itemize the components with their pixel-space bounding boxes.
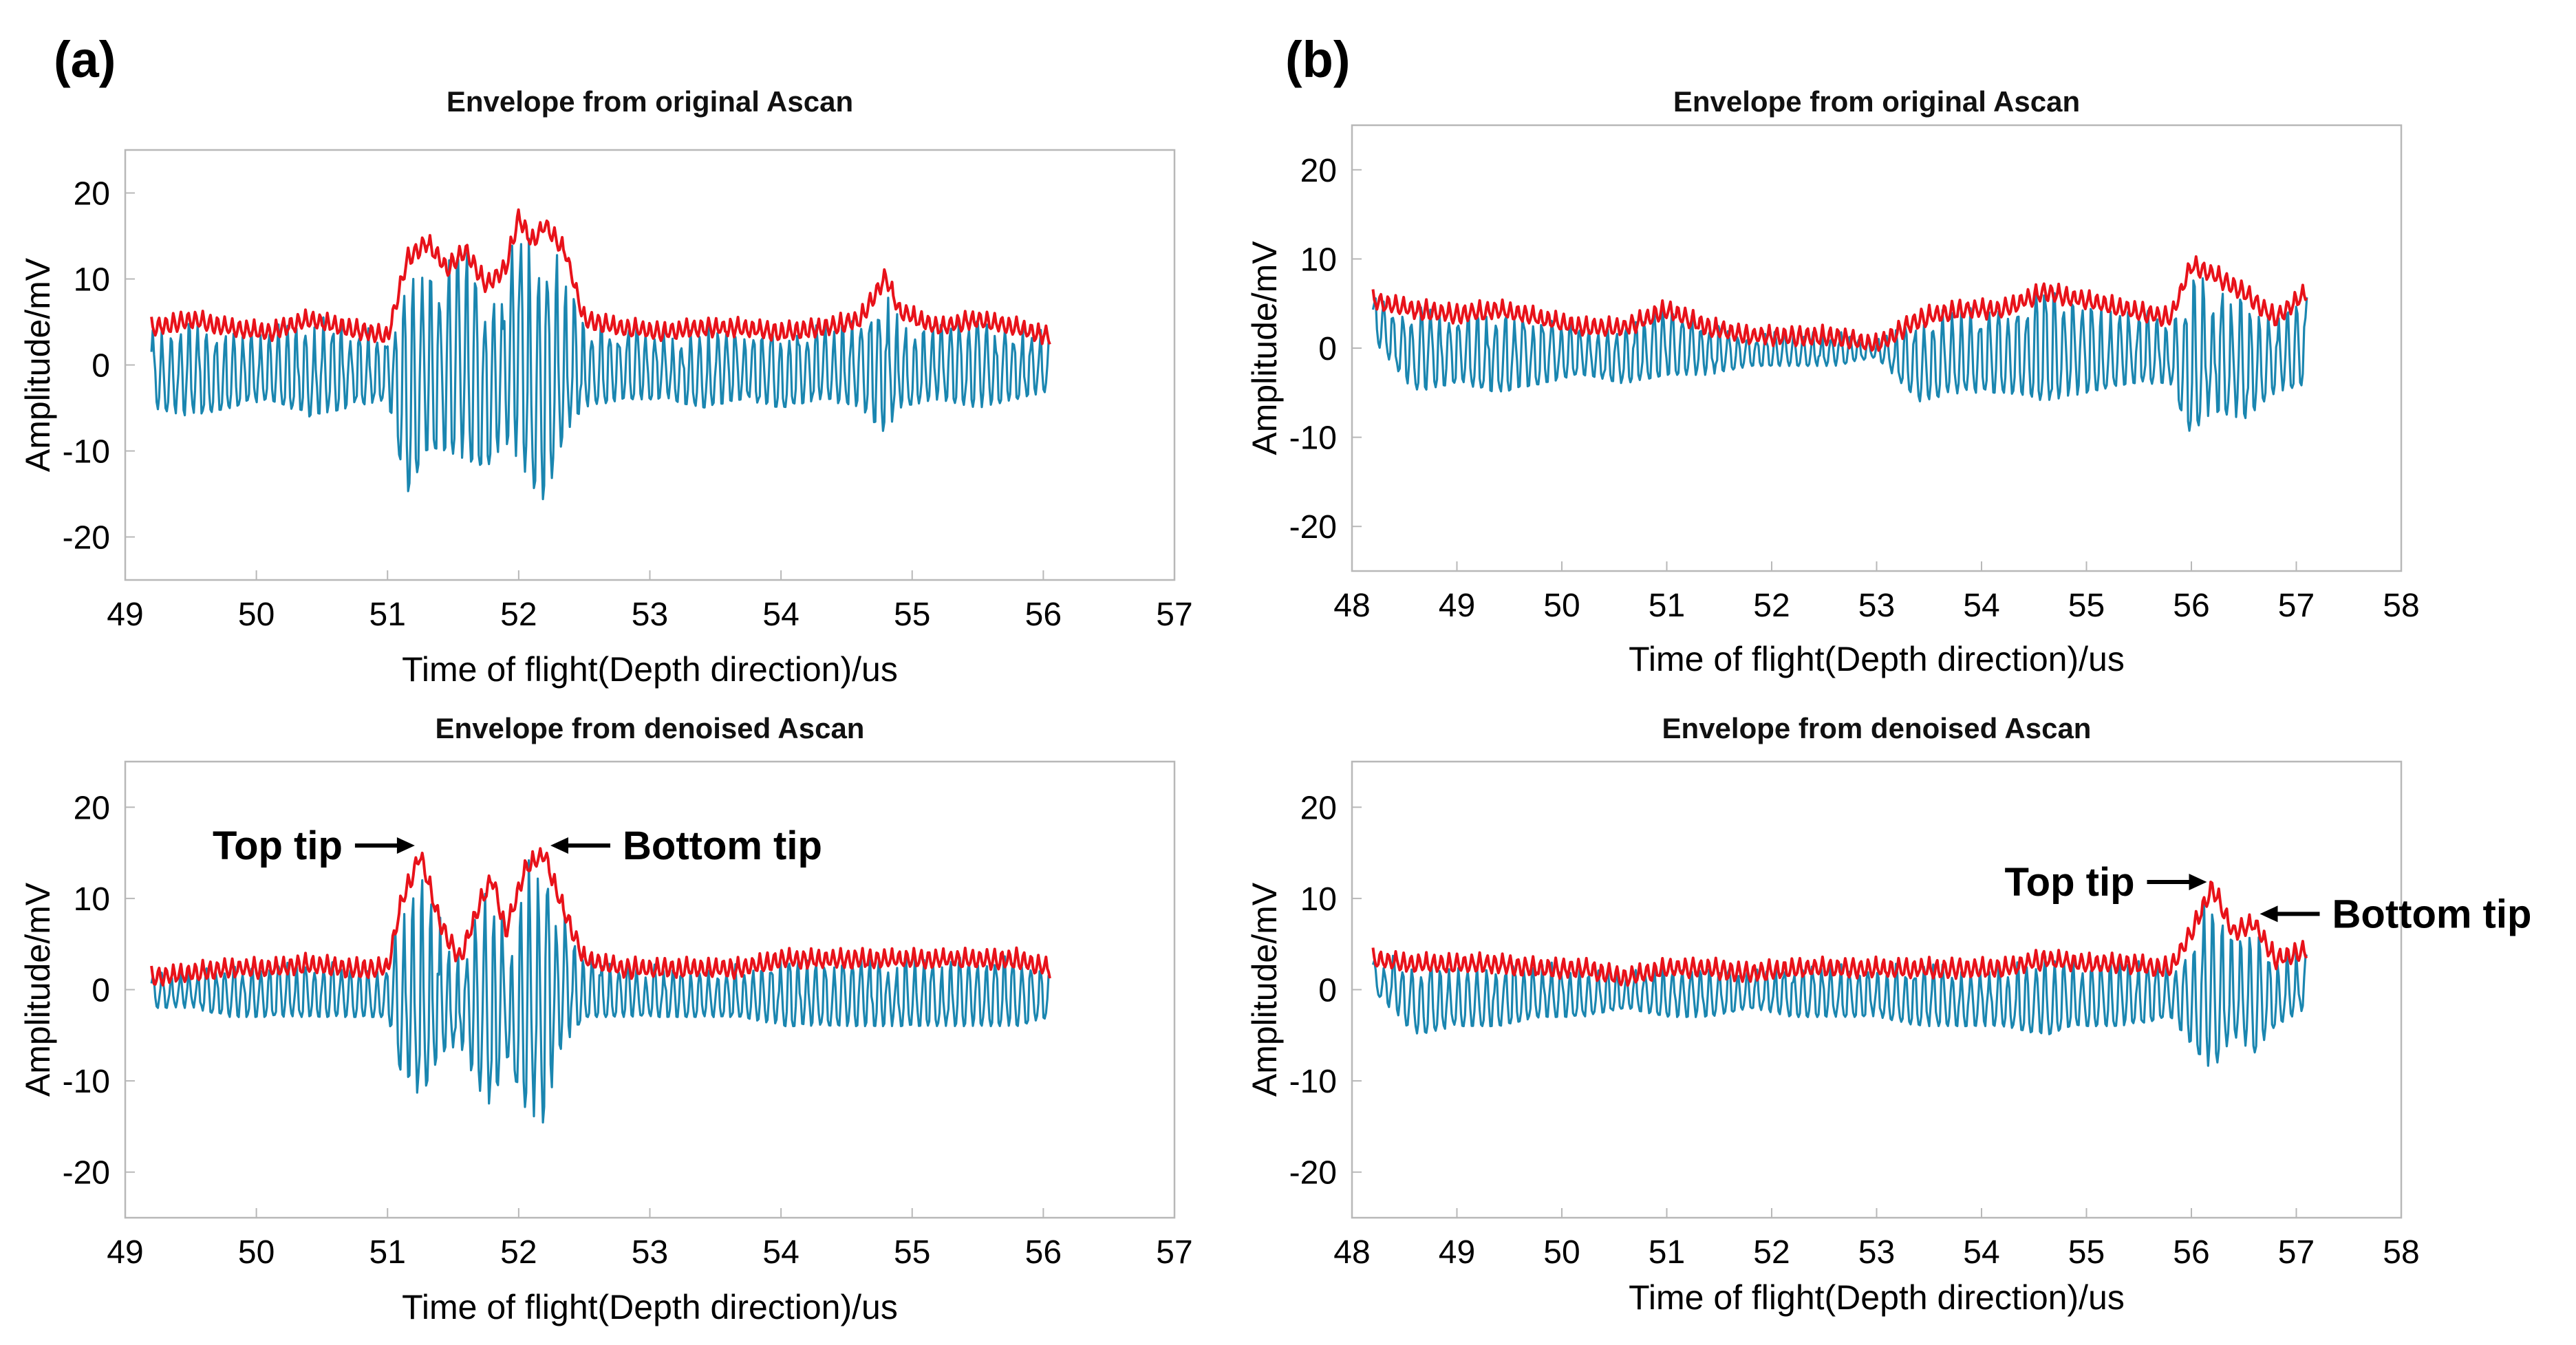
y-axis-label: Amplitude/mV <box>19 882 57 1097</box>
y-tick-label: -20 <box>63 1155 110 1192</box>
x-tick-label: 54 <box>762 1234 799 1271</box>
x-tick-label: 55 <box>894 1234 930 1271</box>
chart-a-original: Envelope from original Ascan -20 -10 0 10 20 4… <box>19 85 1193 689</box>
x-tick-label: 56 <box>2173 1234 2209 1271</box>
plot-frame <box>124 149 1176 581</box>
y-axis-label: Amplitude/mV <box>19 257 57 472</box>
chart-title: Envelope from original Ascan <box>1673 85 2080 118</box>
x-axis-label: Time of flight(Depth direction)/us <box>402 650 898 689</box>
charts-group: Envelope from original Ascan -20 -10 0 10 20 4… <box>19 85 2531 1326</box>
x-tick-label: 51 <box>1649 588 1685 624</box>
y-tick-label: 0 <box>92 348 110 385</box>
y-tick-label: 0 <box>1318 331 1337 367</box>
annotation-label: Bottom tip <box>2332 892 2532 936</box>
x-tick-label: 57 <box>2278 588 2315 624</box>
chart-title: Envelope from denoised Ascan <box>436 712 865 744</box>
annotation-label: Top tip <box>213 824 343 868</box>
y-tick-label: -10 <box>63 1064 110 1100</box>
plot-frame <box>124 760 1176 1219</box>
x-tick-label: 49 <box>107 1234 143 1271</box>
y-tick-label: 20 <box>74 790 110 826</box>
x-tick-label: 49 <box>107 596 143 633</box>
y-tick-label: -20 <box>1289 1155 1337 1192</box>
x-tick-label: 57 <box>1156 1234 1192 1271</box>
x-tick-label: 53 <box>1858 1234 1895 1271</box>
x-tick-label: 50 <box>238 596 275 633</box>
x-tick-label: 48 <box>1333 1234 1370 1271</box>
y-tick-label: 20 <box>1300 790 1337 826</box>
y-tick-label: 10 <box>74 262 110 299</box>
y-axis-label: Amplitude/mV <box>1245 241 1284 455</box>
chart-title: Envelope from original Ascan <box>447 85 853 118</box>
ascan-signal-line <box>150 859 1051 1124</box>
annotation-arrow-head <box>396 837 415 854</box>
x-tick-label: 51 <box>369 1234 406 1271</box>
x-tick-label: 50 <box>1543 1234 1580 1271</box>
x-tick-label: 51 <box>369 596 406 633</box>
y-tick-label: 20 <box>1300 153 1337 189</box>
x-tick-label: 56 <box>2173 588 2209 624</box>
chart-b-original: Envelope from original Ascan -20 -10 0 10 20 4… <box>1245 85 2420 678</box>
x-tick-label: 53 <box>1858 588 1895 624</box>
annotation-arrow-head <box>2189 874 2207 891</box>
y-tick-label: -10 <box>1289 420 1337 457</box>
x-tick-label: 57 <box>1156 596 1192 633</box>
envelope-line <box>1371 881 2308 987</box>
y-tick-label: -10 <box>1289 1064 1337 1100</box>
y-tick-label: 10 <box>1300 241 1337 278</box>
y-axis-label: Amplitude/mV <box>1245 882 1284 1097</box>
x-tick-label: 54 <box>762 596 799 633</box>
ascan-signal-line <box>1371 903 2308 1067</box>
x-tick-label: 55 <box>2068 1234 2105 1271</box>
x-tick-label: 57 <box>2278 1234 2315 1271</box>
y-tick-label: 0 <box>92 973 110 1009</box>
annotation-arrow-head <box>2260 905 2278 923</box>
x-tick-label: 49 <box>1439 1234 1475 1271</box>
x-tick-label: 51 <box>1649 1234 1685 1271</box>
annotation-arrow-head <box>550 837 568 854</box>
x-tick-label: 56 <box>1025 596 1062 633</box>
envelope-line <box>150 208 1051 345</box>
chart-title: Envelope from denoised Ascan <box>1662 712 2092 744</box>
x-tick-label: 56 <box>1025 1234 1062 1271</box>
x-tick-label: 50 <box>238 1234 275 1271</box>
x-axis-label: Time of flight(Depth direction)/us <box>1629 1278 2125 1317</box>
x-tick-label: 52 <box>500 596 537 633</box>
envelope-line <box>1371 255 2308 352</box>
x-tick-label: 53 <box>632 596 668 633</box>
y-tick-label: -10 <box>63 434 110 471</box>
x-axis-label: Time of flight(Depth direction)/us <box>1629 640 2125 678</box>
y-tick-label: -20 <box>63 520 110 557</box>
x-tick-label: 53 <box>632 1234 668 1271</box>
x-tick-label: 58 <box>2383 588 2419 624</box>
chart-a-denoised: Envelope from denoised Ascan -20 -10 0 10 20 4… <box>19 712 1193 1326</box>
y-tick-label: -20 <box>1289 509 1337 546</box>
x-tick-label: 49 <box>1439 588 1475 624</box>
annotation-label: Top tip <box>2005 860 2135 905</box>
y-tick-label: 10 <box>1300 881 1337 918</box>
y-tick-label: 10 <box>74 881 110 918</box>
x-tick-label: 55 <box>2068 588 2105 624</box>
y-tick-label: 20 <box>74 176 110 213</box>
x-tick-label: 48 <box>1333 588 1370 624</box>
x-tick-label: 58 <box>2383 1234 2419 1271</box>
x-tick-label: 52 <box>1753 588 1790 624</box>
chart-b-denoised: Envelope from denoised Ascan -20 -10 0 10 20 4… <box>1245 712 2531 1317</box>
x-axis-label: Time of flight(Depth direction)/us <box>402 1288 898 1326</box>
panel-label-b: (b) <box>1285 31 1351 88</box>
x-tick-label: 52 <box>1753 1234 1790 1271</box>
annotation-label: Bottom tip <box>623 824 822 868</box>
x-tick-label: 50 <box>1543 588 1580 624</box>
y-tick-label: 0 <box>1318 973 1337 1009</box>
x-tick-label: 54 <box>1963 1234 1999 1271</box>
x-tick-label: 54 <box>1963 588 1999 624</box>
panel-label-a: (a) <box>54 31 116 88</box>
x-tick-label: 52 <box>500 1234 537 1271</box>
x-tick-label: 55 <box>894 596 930 633</box>
envelope-line <box>150 847 1051 987</box>
